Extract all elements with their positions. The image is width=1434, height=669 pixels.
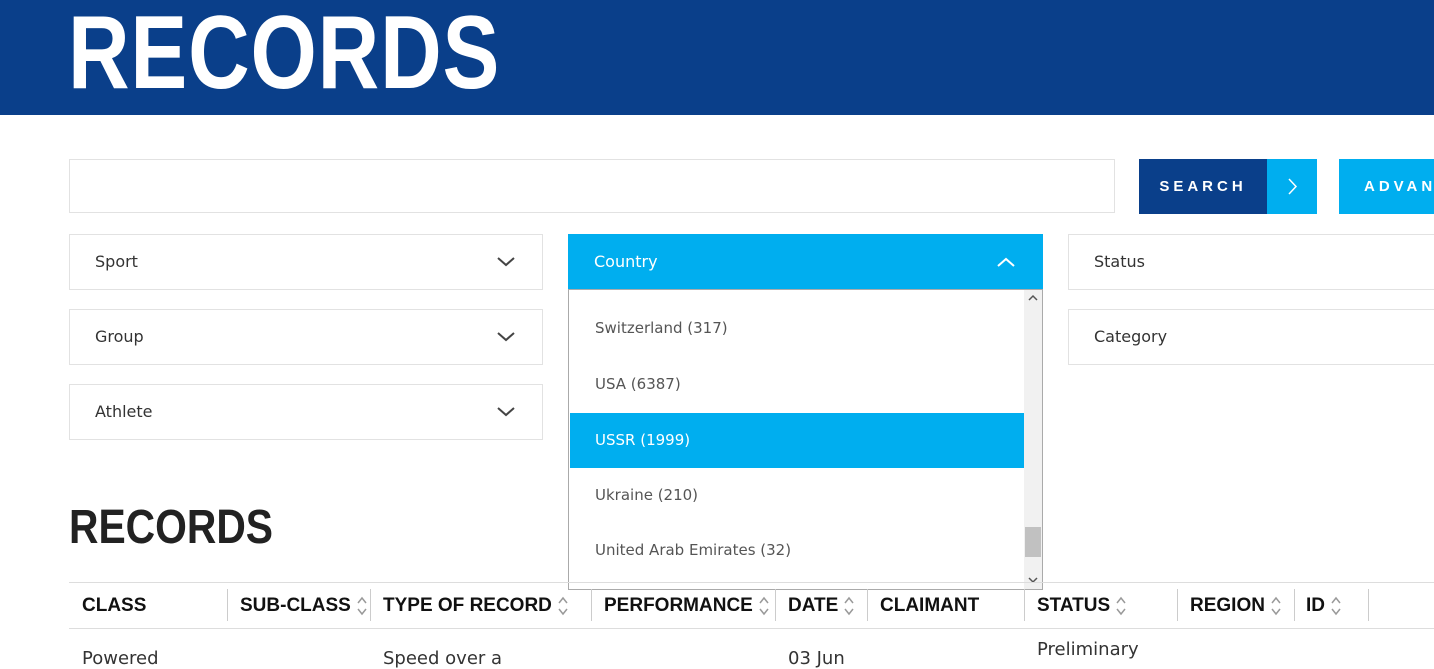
column-separator [775,589,776,621]
chevron-icon [997,257,1015,267]
column-separator [1368,589,1369,621]
select-label: Athlete [95,402,153,421]
sort-icon [1331,596,1341,616]
select-label: Group [95,327,144,346]
select-label: Category [1094,327,1168,346]
scrollbar[interactable] [1024,290,1042,589]
table-header: CLASS SUB-CLASS TYPE OF RECORD PERFORMAN… [69,582,1434,629]
column-title: STATUS [1037,595,1111,616]
column-title: REGION [1190,595,1265,616]
sport-select[interactable]: Sport [69,234,543,290]
column-title: DATE [788,595,839,616]
column-title: TYPE OF RECORD [383,595,552,616]
column-title: CLAIMANT [880,595,980,616]
dropdown-option[interactable]: United Arab Emirates (32) [595,541,792,559]
sort-icon [759,596,769,616]
sort-icon [844,596,854,616]
status-select[interactable]: Status [1068,234,1434,290]
chevron-icon [1288,178,1298,195]
column-header[interactable]: TYPE OF RECORD [383,583,569,628]
table-cell: Preliminary [1037,639,1139,660]
column-separator [370,589,371,621]
search-arrow[interactable] [1267,159,1317,214]
select-label: Status [1094,252,1145,271]
column-separator [1177,589,1178,621]
sort-icon [1116,596,1126,616]
column-title: ID [1306,595,1325,616]
sort-icon [1271,596,1281,616]
column-header[interactable]: DATE [788,583,855,628]
sort-icon [357,596,367,616]
column-separator [227,589,228,621]
column-header[interactable]: ID [1306,583,1342,628]
scrollbar-graphics [1025,294,1041,584]
column-header[interactable]: STATUS [1037,583,1127,628]
sort-icon [558,596,568,616]
column-header[interactable]: PERFORMANCE [604,583,770,628]
page-title: RECORDS [68,0,501,111]
advanced-search-button[interactable]: ADVANCED [1339,159,1434,214]
chevron-icon [497,257,515,267]
search-button[interactable]: SEARCH [1139,159,1267,214]
chevron-icon [497,407,515,417]
column-separator [591,589,592,621]
category-select[interactable]: Category [1068,309,1434,365]
section-title: RECORDS [69,501,274,554]
column-header[interactable]: CLASS [82,583,146,628]
column-header[interactable]: REGION [1190,583,1282,628]
group-select[interactable]: Group [69,309,543,365]
column-title: CLASS [82,595,147,616]
select-label: Country [594,252,658,271]
chevron-icon [497,332,515,342]
dropdown-option[interactable]: USSR (1999) [570,413,1024,468]
column-separator [867,589,868,621]
column-separator [1294,589,1295,621]
country-dropdown: Switzerland (317) USA (6387) USSR (1999)… [568,289,1043,590]
column-separator [1024,589,1025,621]
country-select[interactable]: Country [568,234,1043,290]
search-input[interactable] [69,159,1115,213]
header-banner: RECORDS [0,0,1434,115]
dropdown-option[interactable]: Switzerland (317) [595,319,728,337]
select-label: Sport [95,252,138,271]
dropdown-option[interactable]: Ukraine (210) [595,486,699,504]
column-title: PERFORMANCE [604,595,753,616]
dropdown-option[interactable]: USA (6387) [595,375,681,393]
column-title: SUB-CLASS [240,595,351,616]
column-header[interactable]: SUB-CLASS [240,583,368,628]
athlete-select[interactable]: Athlete [69,384,543,440]
column-header[interactable]: CLAIMANT [880,583,979,628]
